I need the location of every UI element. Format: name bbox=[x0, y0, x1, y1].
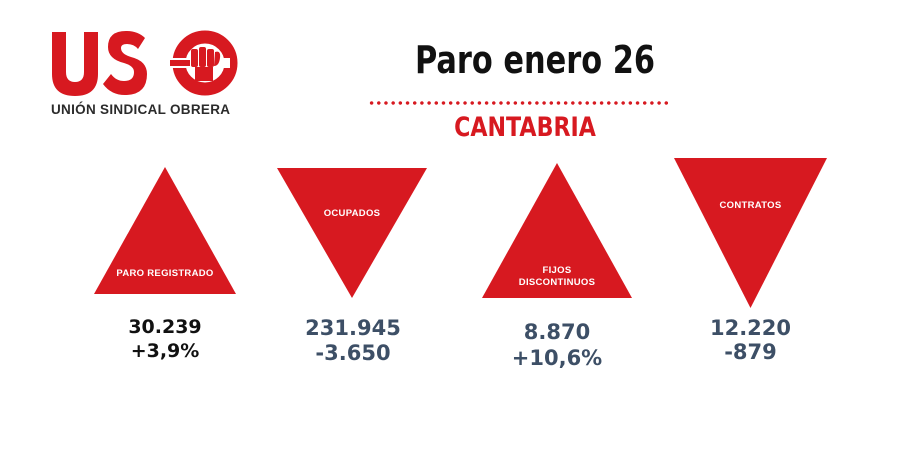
paro-registrado-triangle bbox=[94, 167, 236, 294]
contratos-label: CONTRATOS bbox=[719, 200, 782, 211]
fijos-discontinuos-label: FIJOS DISCONTINUOS bbox=[482, 265, 632, 289]
fijos-discontinuos-triangle bbox=[482, 163, 632, 298]
paro-registrado-label: PARO REGISTRADO bbox=[116, 268, 214, 279]
ocupados-label: OCUPADOS bbox=[323, 208, 381, 219]
region-title: CANTABRIA bbox=[454, 112, 596, 143]
paro-registrado-value: 30.239 bbox=[128, 316, 202, 338]
contratos-change: -879 bbox=[724, 340, 777, 364]
uso-logo: UNIÓN SINDICAL OBRERA bbox=[50, 28, 250, 128]
page-title: Paro enero 26 bbox=[414, 38, 656, 82]
logo-subtitle: UNIÓN SINDICAL OBRERA bbox=[51, 102, 231, 117]
ocupados-value: 231.945 bbox=[305, 316, 401, 340]
ocupados-triangle bbox=[277, 168, 427, 298]
contratos-value: 12.220 bbox=[709, 316, 792, 340]
fijos-label-line2: DISCONTINUOS bbox=[518, 277, 596, 288]
uso-logo-letters bbox=[52, 30, 238, 96]
fijos-discontinuos-value: 8.870 bbox=[523, 320, 591, 344]
fijos-label-line1: FIJOS bbox=[542, 265, 572, 276]
fist-icon bbox=[170, 47, 230, 81]
paro-registrado-change: +3,9% bbox=[130, 340, 200, 362]
contratos-triangle bbox=[674, 158, 827, 308]
dotted-divider bbox=[368, 101, 670, 105]
fijos-discontinuos-change: +10,6% bbox=[511, 346, 603, 370]
ocupados-change: -3.650 bbox=[315, 341, 391, 365]
